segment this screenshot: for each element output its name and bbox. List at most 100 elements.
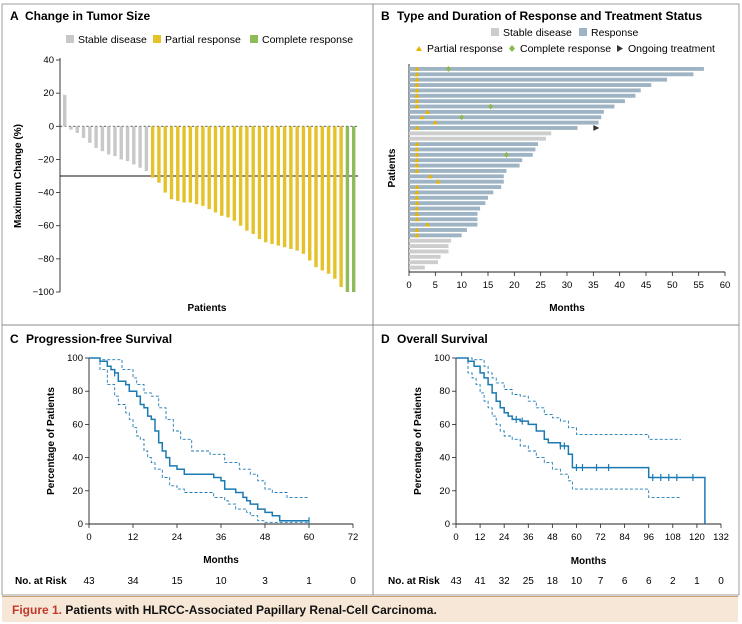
panel-b-legend-stable-label: Stable disease — [503, 27, 572, 39]
panel-b-letter: B — [381, 9, 390, 23]
panel-a-bar-47 — [352, 126, 356, 293]
panel-d-xtick-label: 132 — [713, 532, 729, 543]
panel-a-bar-37 — [289, 126, 293, 249]
panel-a-bar-19 — [176, 126, 180, 201]
panel-a-bar-27 — [226, 126, 230, 218]
panel-a-bar-28 — [232, 126, 237, 221]
panel-d-risk-number: 25 — [523, 576, 535, 587]
panel-c-xtick-label: 60 — [304, 532, 315, 543]
panel-b-partial-marker — [414, 227, 420, 232]
panel-b-bar-10 — [409, 115, 602, 120]
panel-b-bar-16 — [409, 147, 536, 152]
panel-a-bar-3 — [75, 126, 79, 133]
panel-a-bar-40 — [308, 126, 312, 261]
panel-d-risk-number: 2 — [670, 576, 676, 587]
panel-a-bar-17 — [163, 126, 167, 193]
panel-d-xtick-label: 120 — [689, 532, 705, 543]
panel-b-partial-marker — [414, 168, 420, 173]
panel-a-ytick-label: −20 — [38, 154, 54, 165]
panel-b-xtick-label: 20 — [509, 280, 520, 291]
panel-b-partial-marker — [414, 77, 420, 82]
panel-d-risk-number: 18 — [547, 576, 559, 587]
panel-a-bar-41 — [314, 126, 318, 268]
panel-c-xlabel: Months — [203, 555, 239, 566]
panel-a-bar-13 — [138, 126, 142, 168]
panel-b-ongoing-marker — [593, 125, 600, 131]
panel-b-bar-21 — [409, 174, 504, 179]
panel-a-legend-3-label: Complete response — [262, 34, 353, 46]
panel-c-risk-number: 1 — [306, 576, 312, 587]
panel-d-ytick-label: 0 — [445, 519, 450, 530]
panel-a-xlabel: Patients — [188, 303, 227, 314]
panel-a-bar-12 — [132, 126, 136, 165]
panel-a-bar-16 — [157, 126, 161, 183]
panel-c-xtick-label: 36 — [216, 532, 227, 543]
panel-b-xtick-label: 5 — [433, 280, 438, 291]
panel-c-risk-number: 3 — [262, 576, 268, 587]
panel-d-risk-number: 41 — [475, 576, 487, 587]
panel-b-bar-26 — [409, 201, 486, 206]
panel-d-frame — [372, 324, 740, 596]
panel-b-bar-6 — [409, 93, 636, 98]
panel-c-ytick-label: 80 — [72, 386, 83, 397]
panel-a-bar-39 — [301, 126, 306, 254]
panel-c-risk-number: 10 — [215, 576, 227, 587]
panel-b-bar-1 — [409, 67, 704, 71]
panel-b-legend-ongoing-marker — [617, 45, 623, 52]
panel-b-legend-ongoing-label: Ongoing treatment — [628, 43, 715, 55]
panel-c-risk-number: 34 — [127, 576, 139, 587]
panel-b-bar-17 — [409, 152, 533, 157]
panel-b-partial-marker — [414, 66, 420, 71]
panel-b-partial-marker — [427, 173, 433, 179]
panel-c-xtick-label: 0 — [86, 532, 91, 543]
panel-b-bar-23 — [409, 185, 502, 189]
panel-b-bar-30 — [409, 222, 478, 227]
panel-b-partial-marker — [432, 120, 438, 125]
panel-a-bar-30 — [245, 126, 249, 231]
panel-b-legend-partial-marker — [416, 46, 422, 51]
panel-d-lower-ci-line — [456, 357, 681, 498]
panel-a-bar-36 — [282, 126, 287, 248]
panel-a-bar-11 — [125, 126, 130, 162]
panel-a-bar-23 — [201, 126, 205, 206]
panel-c-ytick-label: 60 — [72, 419, 83, 430]
panel-b-legend-response-swatch — [579, 28, 587, 36]
panel-b-bar-25 — [409, 195, 488, 200]
panel-b-partial-marker — [414, 232, 420, 238]
panel-a-bar-29 — [238, 126, 243, 226]
panel-b-bar-3 — [409, 77, 668, 82]
panel-b-bar-8 — [409, 104, 615, 109]
panel-b-partial-marker — [414, 152, 420, 157]
panel-b-legend-response-label: Response — [591, 27, 638, 39]
panel-b-legend-complete-marker — [509, 45, 515, 52]
panel-b-partial-marker — [435, 179, 441, 184]
panel-b-bar-20 — [409, 169, 507, 173]
panel-a-bar-22 — [194, 126, 199, 205]
panel-b-partial-marker — [414, 93, 420, 98]
panel-d-xtick-label: 72 — [595, 532, 606, 543]
panel-b-bar-22 — [409, 179, 504, 184]
panel-c-ytick-label: 100 — [67, 353, 83, 364]
panel-b-bar-24 — [409, 190, 494, 195]
panel-b-bar-19 — [409, 163, 520, 168]
panel-d-ytick-label: 20 — [439, 486, 450, 497]
panel-b-xtick-label: 25 — [535, 280, 546, 291]
panel-c-risk-label: No. at Risk — [15, 576, 67, 587]
panel-a-bar-25 — [213, 126, 218, 213]
panel-a-letter: A — [10, 9, 19, 23]
panel-a-bar-9 — [113, 126, 117, 157]
panel-d-risk-number: 32 — [499, 576, 511, 587]
panel-b-complete-marker — [459, 114, 465, 121]
panel-b-bar-37 — [409, 260, 438, 265]
panel-d-risk-number: 1 — [694, 576, 700, 587]
panel-a-bar-46 — [345, 126, 350, 293]
panel-b-legend-partial-label: Partial response — [427, 43, 503, 55]
panel-a-bar-35 — [276, 126, 281, 246]
panel-b-bar-28 — [409, 211, 478, 216]
panel-b-xtick-label: 35 — [588, 280, 599, 291]
panel-b-partial-marker — [414, 141, 420, 147]
panel-a-bar-1 — [63, 94, 67, 127]
panel-d-ytick-label: 40 — [439, 453, 450, 464]
panel-d-xtick-label: 48 — [547, 532, 558, 543]
